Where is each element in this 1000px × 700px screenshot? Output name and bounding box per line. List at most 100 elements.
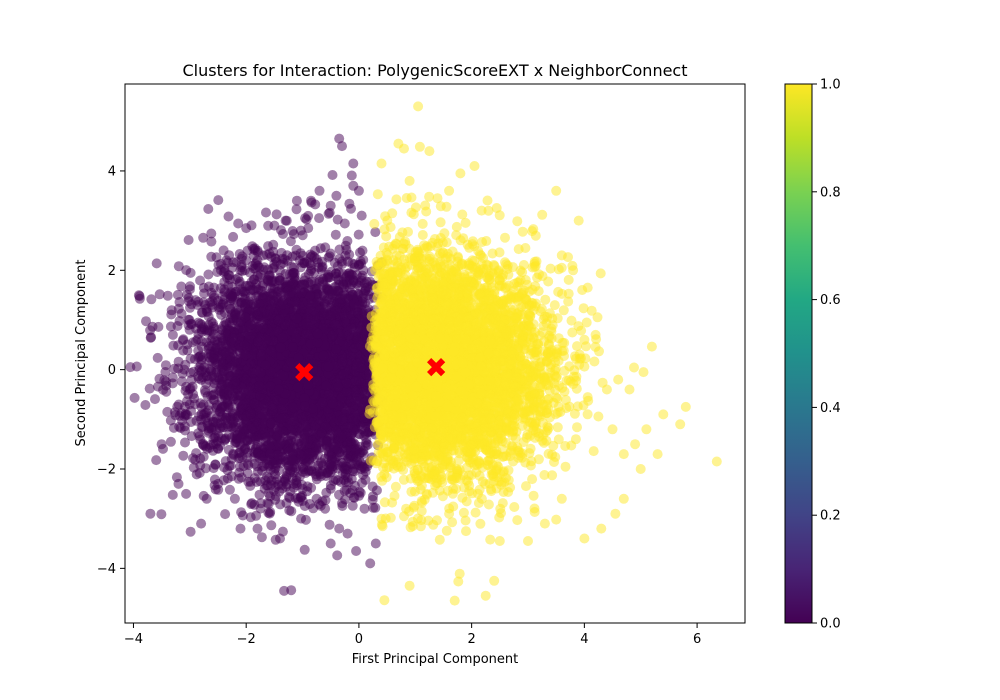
dense-point xyxy=(299,544,310,555)
dense-point xyxy=(284,281,295,292)
dense-point xyxy=(249,499,260,510)
dense-point xyxy=(202,325,213,336)
dense-point xyxy=(299,429,310,440)
dense-point xyxy=(353,375,364,386)
dense-point xyxy=(185,353,196,364)
dense-point xyxy=(154,289,165,300)
dense-point xyxy=(255,450,266,461)
dense-point xyxy=(249,398,260,409)
dense-point xyxy=(324,272,335,283)
dense-point xyxy=(172,321,183,331)
dense-point xyxy=(316,427,327,438)
dense-point xyxy=(291,204,302,215)
dense-point xyxy=(287,226,298,236)
dense-point xyxy=(166,309,177,320)
dense-point xyxy=(327,170,338,180)
dense-point xyxy=(261,207,271,218)
dense-point xyxy=(256,351,266,361)
dense-point xyxy=(245,476,256,487)
dense-point xyxy=(257,461,268,472)
dense-point xyxy=(276,413,287,424)
dense-point xyxy=(287,342,298,353)
dense-point xyxy=(332,261,343,272)
dense-point xyxy=(254,381,264,392)
dense-point xyxy=(320,242,331,253)
dense-point xyxy=(318,460,328,471)
dense-point xyxy=(250,259,261,269)
dense-point xyxy=(342,270,353,281)
dense-point xyxy=(219,284,230,295)
dense-cloud xyxy=(108,141,657,606)
dense-point xyxy=(263,473,274,484)
dense-point xyxy=(261,432,272,443)
dense-point xyxy=(211,359,222,370)
dense-point xyxy=(344,198,355,209)
dense-point xyxy=(144,383,155,394)
dense-point xyxy=(301,329,311,339)
dense-point xyxy=(202,370,213,381)
dense-point xyxy=(288,268,298,279)
dense-point xyxy=(251,283,262,293)
dense-point xyxy=(341,378,352,389)
dense-point xyxy=(262,309,273,320)
dense-point xyxy=(266,418,277,429)
dense-point xyxy=(336,458,347,468)
dense-point xyxy=(236,443,247,454)
dense-point xyxy=(296,450,307,461)
dense-point xyxy=(297,496,308,506)
dense-point xyxy=(266,345,277,356)
dense-point xyxy=(206,228,217,239)
dense-point xyxy=(195,275,206,286)
dense-point xyxy=(291,244,302,255)
dense-point xyxy=(256,532,267,543)
dense-point xyxy=(325,467,336,478)
dense-point xyxy=(331,344,342,354)
dense-point xyxy=(174,297,185,307)
dense-point xyxy=(224,385,234,396)
dense-point xyxy=(181,488,192,499)
dense-point xyxy=(108,426,118,436)
dense-point xyxy=(212,399,223,410)
dense-point xyxy=(173,261,184,272)
dense-point xyxy=(319,296,330,307)
dense-point xyxy=(263,507,274,518)
dense-point xyxy=(250,433,261,444)
dense-point xyxy=(180,401,191,412)
dense-point xyxy=(203,204,214,214)
dense-point xyxy=(273,384,284,395)
dense-point xyxy=(108,384,118,394)
dense-point xyxy=(309,252,320,263)
dense-point xyxy=(275,259,286,270)
dense-point xyxy=(277,332,288,343)
dense-point xyxy=(358,462,368,473)
dense-point xyxy=(329,442,340,453)
dense-point xyxy=(108,341,118,351)
dense-point xyxy=(152,352,163,363)
dense-point xyxy=(249,274,260,285)
dense-point xyxy=(362,439,373,450)
dense-point xyxy=(332,214,343,225)
dense-point xyxy=(232,297,243,308)
dense-point xyxy=(125,362,136,373)
dense-point xyxy=(287,402,298,413)
dense-point xyxy=(251,510,262,521)
dense-point xyxy=(210,459,221,470)
dense-point xyxy=(353,307,364,318)
dense-point xyxy=(193,371,204,382)
dense-point xyxy=(206,390,217,401)
dense-point xyxy=(311,441,322,452)
dense-point xyxy=(349,298,360,309)
dense-point xyxy=(327,398,338,409)
plot-area xyxy=(108,101,722,606)
dense-point xyxy=(160,360,171,371)
dense-point xyxy=(145,332,156,343)
dense-point xyxy=(297,258,308,269)
dense-point xyxy=(292,382,303,393)
dense-point xyxy=(277,483,288,494)
dense-point xyxy=(260,360,271,371)
dense-point xyxy=(305,279,316,290)
dense-point xyxy=(337,498,347,509)
dense-point xyxy=(196,341,207,352)
dense-point xyxy=(258,323,269,334)
dense-point xyxy=(224,484,235,495)
